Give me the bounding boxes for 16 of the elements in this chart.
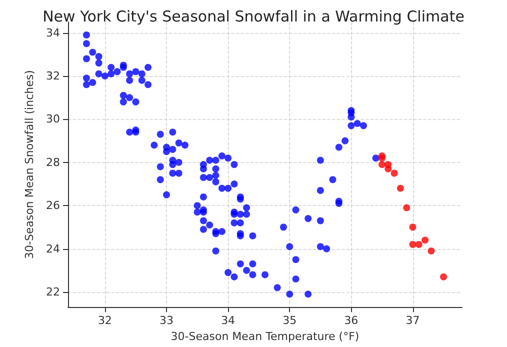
- x-tick-label: 34: [221, 314, 236, 328]
- y-axis-title: 30-Season Mean Snowfall (inches): [23, 70, 36, 259]
- x-axis-title: 30-Season Mean Temperature (°F): [170, 330, 360, 343]
- x-tick-label: 33: [160, 314, 174, 328]
- y-tick-label: 26: [46, 199, 60, 212]
- y-tick-label: 34: [46, 26, 60, 40]
- x-tick-label: 37: [406, 314, 420, 328]
- y-tick-label: 24: [46, 242, 60, 256]
- x-tick-label: 32: [98, 314, 112, 328]
- y-tick-label: 28: [46, 156, 60, 169]
- y-tick-label: 30: [46, 112, 60, 126]
- x-tick-label: 35: [282, 314, 297, 328]
- y-tick-label: 22: [46, 285, 60, 298]
- x-tick-label: 36: [344, 314, 358, 328]
- chart-title: New York City's Seasonal Snowfall in a Warming Climate: [42, 8, 464, 26]
- y-tick-label: 32: [46, 69, 60, 82]
